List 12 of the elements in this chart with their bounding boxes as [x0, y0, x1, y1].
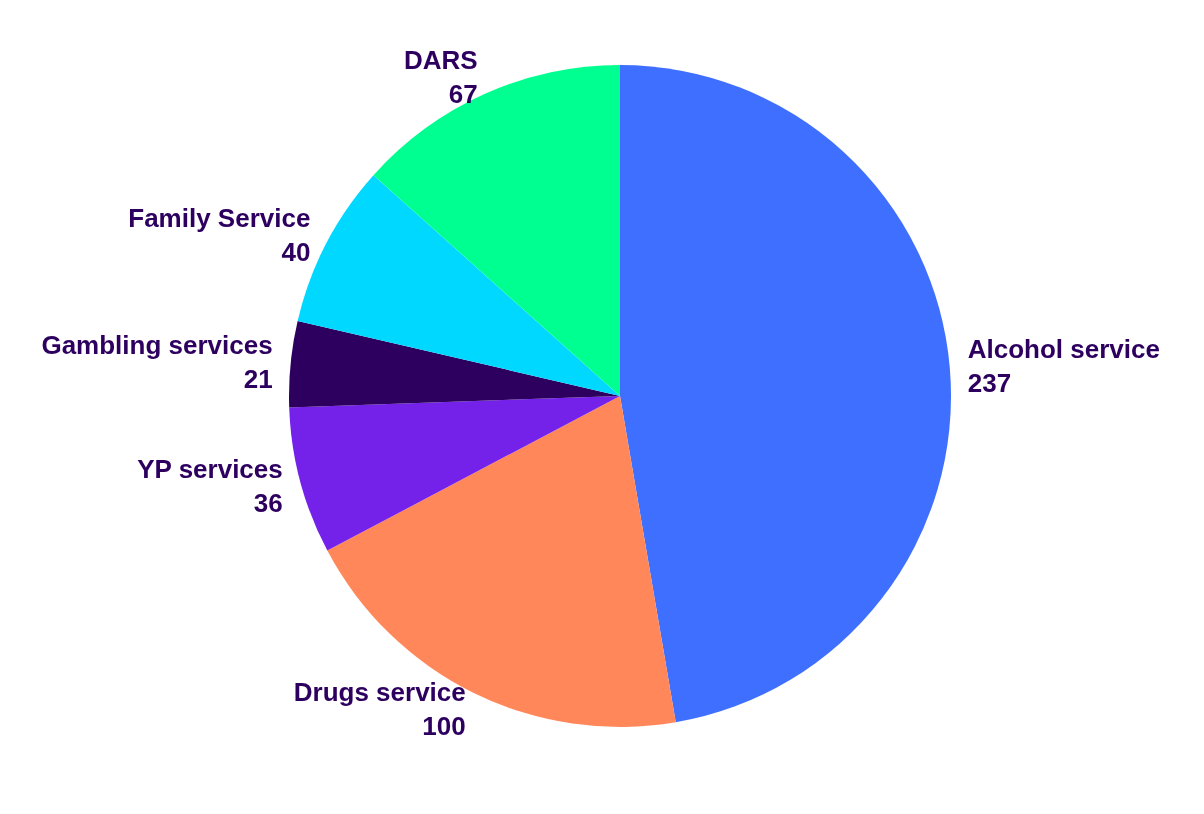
- slice-label: Drugs service: [293, 677, 466, 708]
- data-label: 36: [253, 487, 283, 518]
- data-label: 100: [422, 711, 466, 742]
- slice-label: Family Service: [128, 202, 311, 233]
- data-label: 21: [243, 364, 273, 395]
- slice-label: DARS: [403, 45, 478, 76]
- slice-label: YP services: [137, 453, 283, 484]
- data-label: 40: [281, 236, 311, 267]
- data-label: 237: [967, 368, 1012, 399]
- slice-label: Gambling services: [41, 330, 273, 361]
- slice-label: Alcohol service: [967, 334, 1160, 365]
- data-label: 67: [448, 79, 478, 110]
